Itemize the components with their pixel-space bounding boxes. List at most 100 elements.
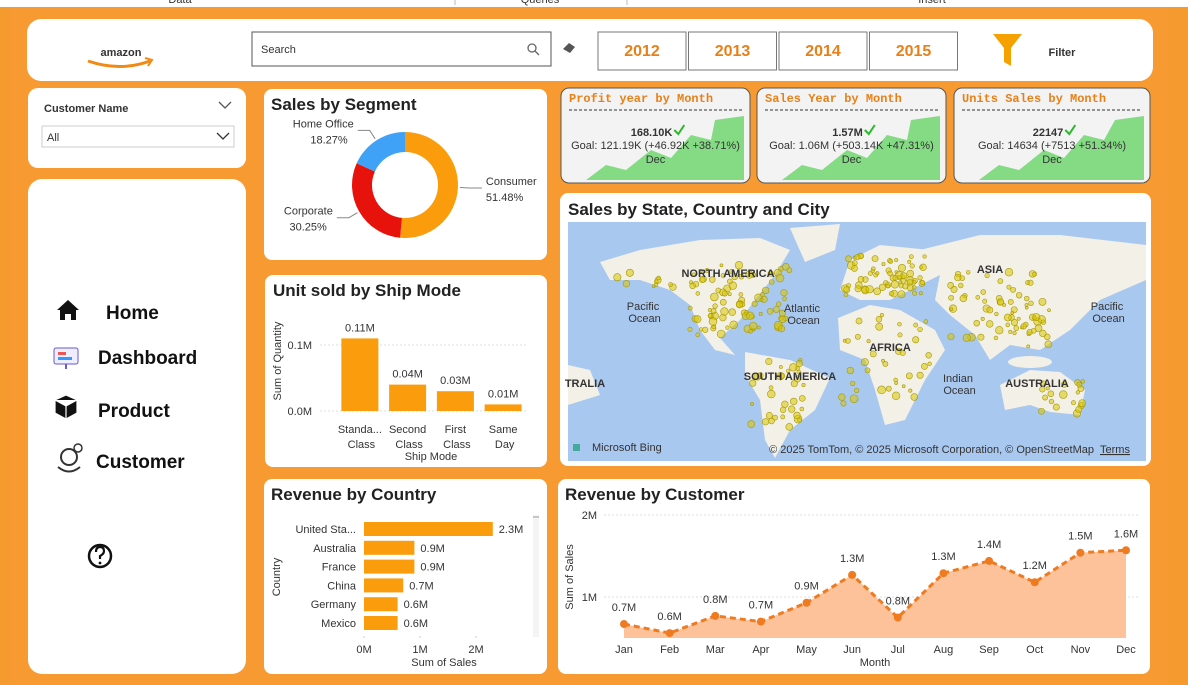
map-dot: [1020, 323, 1027, 330]
map-dot: [1059, 390, 1068, 399]
year-button[interactable]: [597, 31, 687, 71]
slicer-value[interactable]: All: [47, 132, 59, 144]
text-line: Second: [389, 424, 426, 436]
ocean-label: Pacific Ocean: [1089, 301, 1124, 325]
text-line: Ocean: [784, 315, 819, 327]
map-dot: [786, 267, 793, 274]
search-icon[interactable]: [527, 43, 537, 53]
x-tick-label: Jan: [615, 644, 633, 656]
map-dot: [923, 319, 929, 324]
eraser-icon[interactable]: [563, 43, 575, 53]
map-terms[interactable]: Terms: [1100, 444, 1130, 456]
help-icon[interactable]: [87, 543, 113, 569]
map-dot: [719, 263, 724, 268]
year-button[interactable]: [778, 31, 868, 71]
dashboard-icon[interactable]: [58, 357, 72, 360]
help-icon[interactable]: [98, 561, 102, 565]
search-placeholder[interactable]: Search: [261, 44, 296, 56]
ribbon-tab[interactable]: Insert: [918, 0, 946, 6]
logo: amazon: [101, 47, 142, 59]
map-dot: [1010, 319, 1018, 327]
slice-name: Corporate: [284, 206, 333, 218]
map-dot: [1010, 286, 1016, 293]
map-dot: [765, 357, 773, 366]
data-label: 0.8M: [703, 594, 727, 606]
search-box[interactable]: [251, 31, 552, 67]
year-button[interactable]: [869, 31, 958, 71]
ribbon-tab[interactable]: Data: [168, 0, 192, 6]
map[interactable]: [568, 222, 1146, 461]
data-label: 1.3M: [840, 553, 864, 565]
map-dot: [779, 406, 787, 413]
map-dot: [965, 270, 971, 275]
year-label[interactable]: 2013: [715, 43, 751, 60]
data-label: 0.9M: [420, 543, 444, 555]
map-dot: [1078, 399, 1087, 408]
map-dot: [727, 292, 732, 297]
map-dot: [793, 411, 801, 419]
nav-item[interactable]: Home: [106, 303, 159, 324]
nav-item[interactable]: Product: [98, 401, 170, 422]
map-dot: [1039, 386, 1046, 393]
map-dot: [875, 271, 880, 276]
map-dot: [897, 321, 902, 327]
customer-icon[interactable]: [73, 443, 83, 453]
customer-icon[interactable]: [57, 466, 81, 473]
map-dot: [908, 388, 913, 393]
map-brand-icon: [573, 444, 580, 451]
map-dot: [1047, 308, 1051, 312]
chevron[interactable]: [216, 132, 230, 140]
text-line: Class: [345, 439, 376, 451]
point: [893, 613, 902, 622]
help-icon[interactable]: [94, 545, 106, 559]
map-dot: [1008, 329, 1013, 334]
map-dot: [917, 275, 923, 281]
nav-item[interactable]: Dashboard: [98, 348, 197, 369]
chart-title: Unit sold by Ship Mode: [273, 281, 461, 300]
map-dot: [947, 333, 955, 341]
y-tick-label: France: [322, 562, 356, 574]
map-dot: [716, 329, 726, 339]
map-dot: [854, 285, 862, 293]
leader-line: [357, 129, 376, 140]
data-label: 0.9M: [794, 581, 818, 593]
continent-label: NORTH AMERICA: [681, 268, 774, 280]
map-dot: [708, 317, 718, 326]
ribbon-tab[interactable]: Queries: [521, 0, 560, 6]
dashboard-icon[interactable]: [53, 347, 79, 365]
year-label[interactable]: 2012: [624, 43, 660, 60]
product-icon[interactable]: [54, 394, 78, 420]
home-icon[interactable]: [57, 300, 79, 320]
map-dot: [901, 384, 906, 388]
map-dot: [1012, 331, 1017, 336]
dashboard-icon[interactable]: [58, 352, 66, 355]
map-dot: [912, 336, 920, 344]
map-dot: [762, 286, 770, 295]
text-line: Atlantic: [784, 303, 821, 315]
map-dot: [761, 418, 770, 426]
chevron[interactable]: [218, 101, 232, 109]
map-dot: [738, 273, 745, 280]
map-dot: [1028, 300, 1034, 307]
map-dot: [1024, 303, 1029, 307]
nav-item[interactable]: Customer: [96, 452, 185, 473]
customer-icon[interactable]: [60, 448, 78, 466]
slicer-dropdown[interactable]: [41, 125, 235, 148]
map-dot: [720, 273, 726, 279]
donut-slice: [356, 132, 405, 172]
year-label[interactable]: 2015: [896, 43, 932, 60]
filter-icon[interactable]: [993, 34, 1022, 66]
year-button[interactable]: [688, 31, 777, 71]
year-label[interactable]: 2014: [805, 43, 841, 60]
map-dot: [1024, 295, 1030, 302]
map-dot: [1042, 394, 1049, 401]
filter-label[interactable]: Filter: [1049, 47, 1077, 59]
map-dot: [973, 319, 980, 327]
map-dot: [885, 283, 891, 289]
map-dot: [997, 278, 1004, 284]
x-tick-label: Jun: [843, 644, 861, 656]
map-dot: [912, 290, 918, 296]
map-dot: [851, 264, 858, 272]
x-tick-label: 0M: [356, 644, 371, 656]
search-icon[interactable]: [534, 50, 540, 56]
